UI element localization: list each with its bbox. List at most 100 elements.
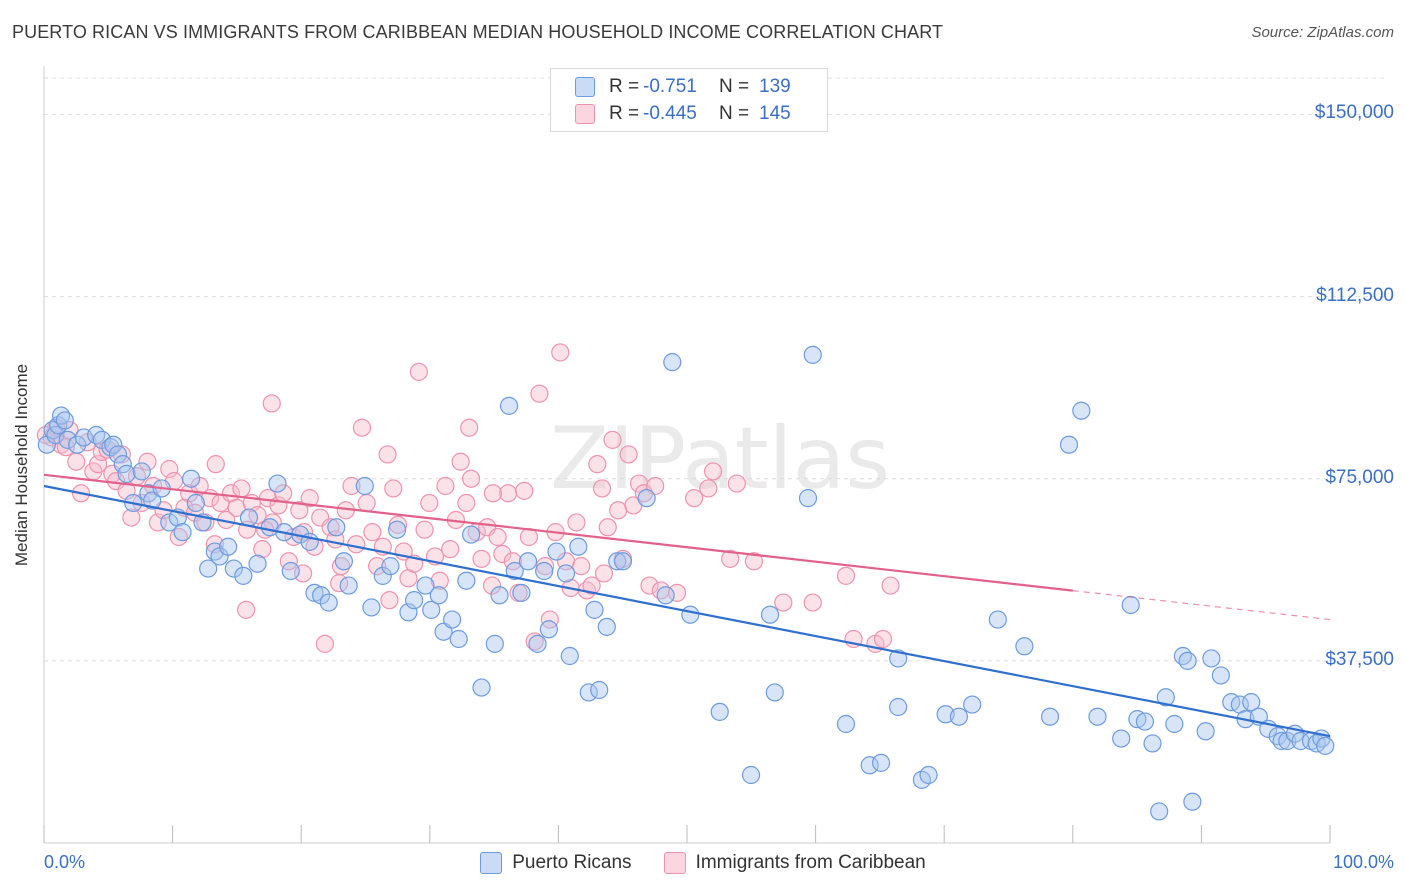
point-immigrants-from-caribbean [420, 493, 439, 513]
point-immigrants-from-caribbean [488, 527, 507, 547]
y-tick-label: $37,500 [1325, 648, 1394, 670]
point-immigrants-from-caribbean [594, 564, 614, 583]
legend-row-blue: R = -0.751 N = 139 [575, 75, 791, 99]
point-puerto-ricans [312, 586, 331, 605]
point-immigrants-from-caribbean [873, 629, 893, 649]
point-puerto-ricans [569, 537, 588, 556]
point-puerto-ricans [117, 464, 136, 483]
point-puerto-ricans [373, 566, 392, 585]
point-immigrants-from-caribbean [881, 576, 900, 595]
point-puerto-ricans [663, 353, 682, 372]
point-puerto-ricans [160, 513, 179, 532]
point-puerto-ricans [387, 520, 407, 539]
point-puerto-ricans [182, 469, 201, 488]
point-puerto-ricans [637, 489, 656, 508]
point-puerto-ricans [1178, 651, 1197, 670]
point-puerto-ricans [499, 396, 519, 415]
point-immigrants-from-caribbean [352, 418, 372, 437]
point-puerto-ricans [319, 593, 338, 612]
point-puerto-ricans [1242, 693, 1261, 712]
point-puerto-ricans [765, 683, 784, 702]
point-immigrants-from-caribbean [430, 571, 449, 590]
point-puerto-ricans [1211, 666, 1230, 685]
point-puerto-ricans [339, 576, 358, 595]
watermark: ZIPatlas [550, 409, 890, 509]
point-immigrants-from-caribbean [415, 520, 434, 539]
point-puerto-ricans [1088, 707, 1107, 726]
point-puerto-ricans [239, 508, 259, 527]
point-puerto-ricans [43, 421, 62, 440]
point-immigrants-from-caribbean [598, 518, 617, 537]
n-value: 139 [759, 76, 791, 97]
point-puerto-ricans [381, 557, 400, 576]
point-puerto-ricans [505, 561, 524, 581]
point-immigrants-from-caribbean [457, 493, 476, 513]
point-puerto-ricans [199, 559, 218, 578]
point-immigrants-from-caribbean [441, 540, 460, 559]
legend-label: Immigrants from Caribbean [695, 852, 926, 873]
point-immigrants-from-caribbean [699, 479, 718, 498]
point-immigrants-from-caribbean [603, 430, 622, 449]
point-immigrants-from-caribbean [460, 418, 479, 437]
point-puerto-ricans [590, 680, 609, 700]
point-puerto-ricans [362, 598, 381, 617]
n-value: 145 [759, 103, 791, 124]
point-puerto-ricans [443, 610, 462, 629]
point-immigrants-from-caribbean [774, 593, 793, 612]
point-immigrants-from-caribbean [253, 540, 272, 559]
point-puerto-ricans [681, 605, 700, 624]
point-immigrants-from-caribbean [721, 549, 740, 568]
point-puerto-ricans [1202, 649, 1221, 668]
point-puerto-ricans [1135, 712, 1155, 731]
blue-points [37, 345, 1335, 821]
point-immigrants-from-caribbean [451, 452, 470, 471]
point-puerto-ricans [1072, 401, 1091, 420]
point-puerto-ricans [132, 462, 151, 481]
point-puerto-ricans [449, 629, 468, 649]
trend-line-dashed [1072, 590, 1331, 621]
point-puerto-ricans [268, 474, 287, 493]
point-puerto-ricans [528, 634, 547, 653]
y-tick-label: $112,500 [1316, 284, 1394, 306]
legend-swatch-blue [480, 852, 503, 874]
point-immigrants-from-caribbean [290, 501, 309, 520]
x-tick-label-min: 0.0% [44, 852, 86, 872]
point-immigrants-from-caribbean [515, 481, 534, 500]
x-tick-label-max: 100.0% [1332, 852, 1394, 872]
point-immigrants-from-caribbean [498, 484, 518, 503]
point-puerto-ricans [1143, 734, 1162, 753]
point-puerto-ricans [512, 583, 531, 602]
point-immigrants-from-caribbean [572, 557, 591, 576]
point-puerto-ricans [108, 445, 128, 464]
point-immigrants-from-caribbean [836, 566, 856, 585]
correlation-legend: R = -0.751 N = 139 R = -0.445 N = 145 [550, 68, 828, 132]
point-immigrants-from-caribbean [703, 462, 723, 481]
point-immigrants-from-caribbean [530, 384, 549, 403]
point-puerto-ricans [490, 586, 509, 605]
legend-swatch-blue [575, 77, 595, 97]
point-puerto-ricans [87, 425, 106, 445]
point-immigrants-from-caribbean [685, 489, 704, 508]
point-puerto-ricans [1183, 792, 1202, 811]
point-immigrants-from-caribbean [582, 576, 601, 595]
point-immigrants-from-caribbean [368, 557, 387, 576]
point-puerto-ricans [422, 600, 441, 619]
point-puerto-ricans [889, 697, 908, 717]
point-puerto-ricans [429, 586, 448, 605]
point-immigrants-from-caribbean [744, 552, 764, 571]
point-puerto-ricans [988, 610, 1007, 629]
point-puerto-ricans [101, 438, 120, 457]
point-puerto-ricans [248, 554, 267, 573]
point-immigrants-from-caribbean [634, 484, 653, 503]
point-puerto-ricans [613, 552, 633, 571]
point-puerto-ricans [597, 617, 616, 636]
point-immigrants-from-caribbean [640, 576, 659, 595]
point-immigrants-from-caribbean [567, 513, 586, 532]
point-puerto-ricans [1150, 802, 1169, 821]
point-immigrants-from-caribbean [342, 476, 361, 496]
point-immigrants-from-caribbean [138, 452, 157, 471]
point-puerto-ricans [585, 600, 604, 619]
axes [43, 66, 1331, 844]
point-immigrants-from-caribbean [180, 484, 199, 503]
point-puerto-ricans [224, 559, 243, 578]
